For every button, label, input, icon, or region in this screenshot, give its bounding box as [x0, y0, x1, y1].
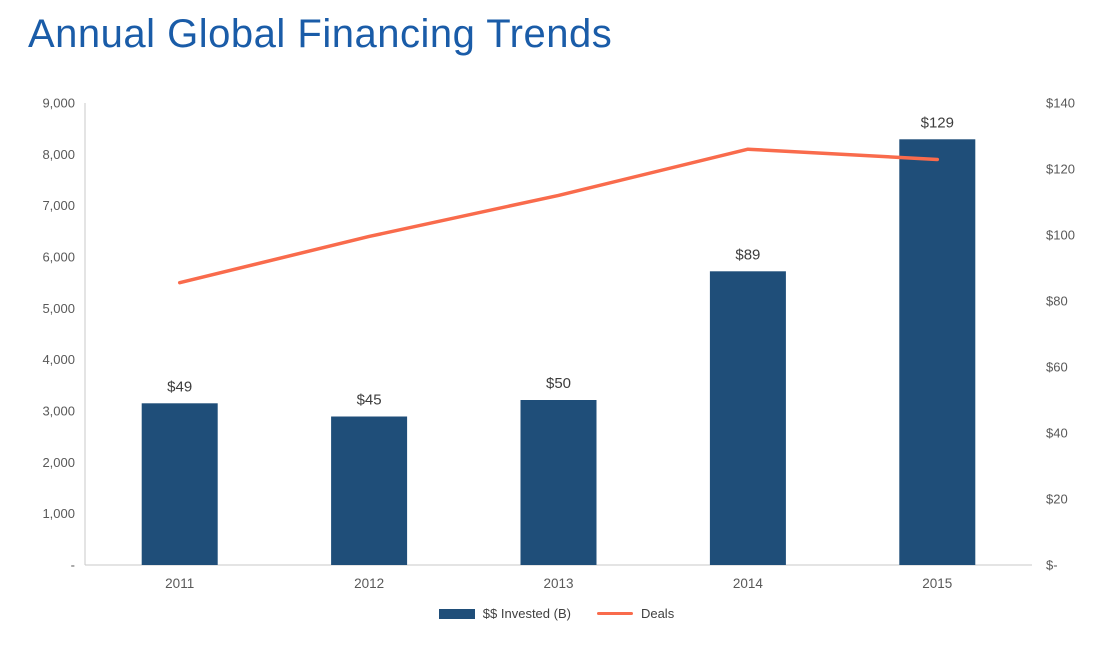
bar-data-label: $89: [735, 246, 760, 263]
line-swatch-icon: [596, 611, 633, 616]
right-axis-tick-label: $80: [1046, 294, 1068, 309]
bar-data-label: $50: [546, 375, 571, 392]
right-axis-tick-label: $20: [1046, 492, 1068, 507]
category-label: 2015: [922, 576, 952, 591]
category-label: 2011: [165, 576, 194, 591]
category-label: 2013: [543, 576, 573, 591]
bar: [331, 416, 408, 565]
bar-data-label: $49: [167, 378, 192, 395]
right-axis-tick-label: $40: [1046, 426, 1068, 441]
bar-data-label: $45: [357, 392, 382, 409]
legend-label: Deals: [640, 606, 675, 621]
left-axis-tick-label: -: [71, 558, 75, 573]
left-axis-tick-label: 1,000: [42, 506, 75, 521]
bar: [141, 403, 218, 565]
right-axis-tick-label: $-: [1046, 558, 1058, 573]
right-axis-tick-label: $100: [1046, 228, 1075, 243]
left-axis-tick-label: 4,000: [42, 352, 75, 367]
left-axis-tick-label: 3,000: [42, 404, 75, 419]
left-axis-tick-label: 9,000: [42, 96, 75, 111]
left-axis-tick-label: 5,000: [42, 301, 75, 316]
right-axis-tick-label: $60: [1046, 360, 1068, 375]
legend-item-invested: $$ Invested (B): [438, 606, 571, 621]
category-label: 2014: [733, 576, 764, 591]
category-label: 2012: [354, 576, 384, 591]
right-axis-tick-label: $140: [1046, 96, 1075, 111]
chart-legend: $$ Invested (B) Deals: [0, 606, 1113, 621]
left-axis-tick-label: 8,000: [42, 147, 75, 162]
left-axis-tick-label: 2,000: [42, 455, 75, 470]
deals-line: [177, 147, 940, 285]
bar-swatch-icon: [438, 608, 475, 619]
bar: [899, 139, 976, 566]
bar: [520, 400, 597, 565]
page-title: Annual Global Financing Trends: [28, 12, 613, 56]
bar-data-label: $129: [921, 114, 954, 131]
bar: [709, 271, 786, 565]
left-axis-tick-label: 6,000: [42, 250, 75, 265]
legend-item-deals: Deals: [596, 606, 675, 621]
left-axis-tick-label: 7,000: [42, 198, 75, 213]
right-axis-tick-label: $120: [1046, 162, 1075, 177]
legend-label: $$ Invested (B): [482, 606, 571, 621]
